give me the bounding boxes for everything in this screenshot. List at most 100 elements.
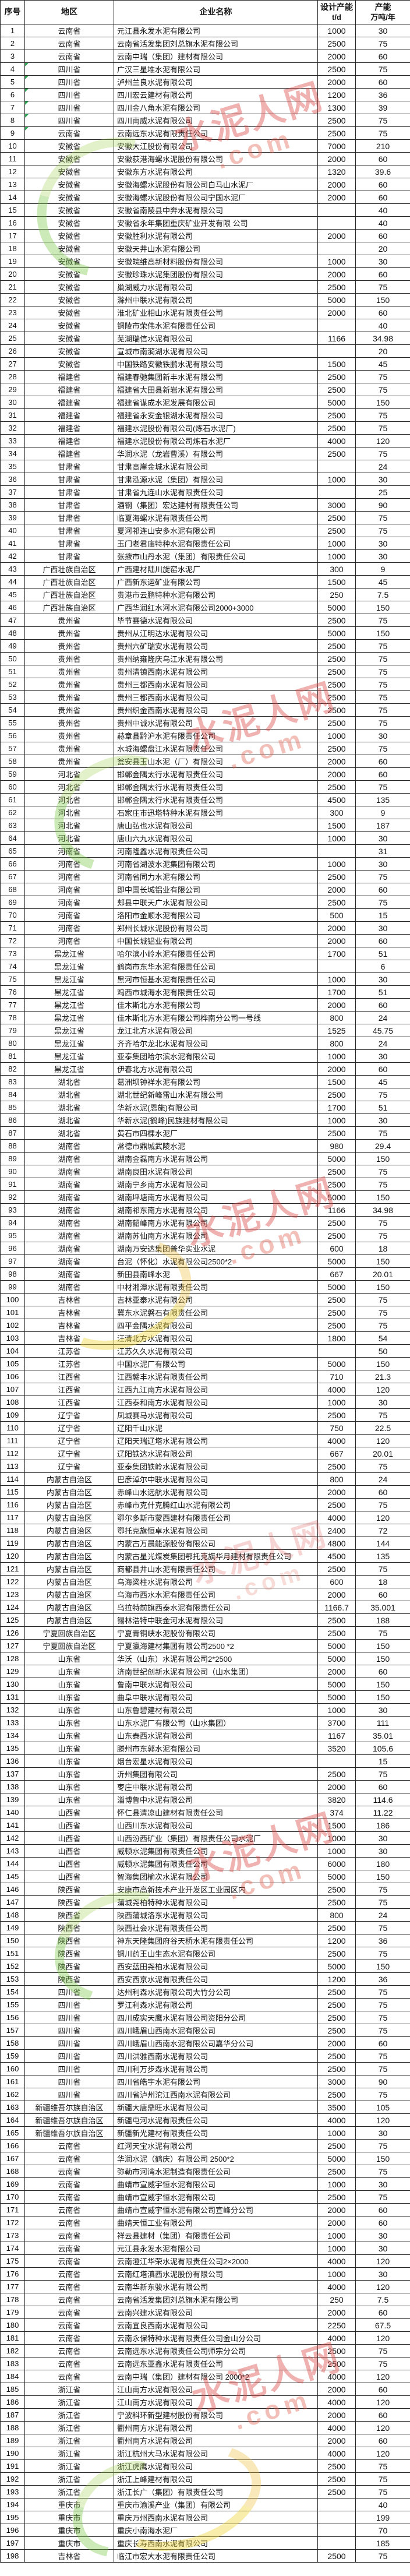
cell-company: 元江县永发水泥有限公司 <box>114 2242 318 2255</box>
cell-capacity-td: 5000 <box>318 1255 356 1268</box>
cell-region: 河北省 <box>25 781 114 794</box>
cell-index: 145 <box>1 1870 25 1883</box>
cell-capacity-yr: 15 <box>356 909 410 922</box>
cell-index: 146 <box>1 1883 25 1896</box>
cell-capacity-yr: 45.75 <box>356 1024 410 1037</box>
cell-region: 黑龙江省 <box>25 960 114 973</box>
cell-capacity-td: 4800 <box>318 1537 356 1550</box>
cell-capacity-td: 4500 <box>318 794 356 806</box>
cell-company: 伊春北方水泥有限公司 <box>114 1063 318 1076</box>
cell-index: 126 <box>1 1627 25 1640</box>
cell-region: 云南省 <box>25 2191 114 2204</box>
cell-region: 福建省 <box>25 435 114 447</box>
cell-capacity-yr: 135 <box>356 1550 410 1563</box>
cell-company: 毕节赛德水泥有限公司 <box>114 614 318 627</box>
cell-capacity-td: 4000 <box>318 2447 356 2460</box>
cell-index: 191 <box>1 2460 25 2473</box>
cell-region: 山东省 <box>25 1691 114 1704</box>
cell-capacity-td: 2000 <box>318 1781 356 1793</box>
cell-capacity-td: 1000 <box>318 2268 356 2281</box>
cell-capacity-yr: 75 <box>356 2011 410 2024</box>
cell-index: 91 <box>1 1178 25 1191</box>
cell-index: 132 <box>1 1704 25 1717</box>
cell-index: 59 <box>1 768 25 781</box>
cell-company: 安徽珍珠水泥集团股份有限公司 <box>114 268 318 281</box>
cell-region: 浙江省 <box>25 2473 114 2486</box>
cell-region: 重庆市 <box>25 2524 114 2537</box>
cell-index: 148 <box>1 1909 25 1922</box>
cell-capacity-yr: 9 <box>356 806 410 819</box>
cell-capacity-yr: 30 <box>356 537 410 550</box>
cell-region: 湖南省 <box>25 1242 114 1255</box>
cell-capacity-td: 2000 <box>318 768 356 781</box>
cell-capacity-td: 2500 <box>318 871 356 883</box>
cell-region: 辽宁省 <box>25 1422 114 1435</box>
cell-index: 77 <box>1 999 25 1012</box>
cell-company: 湖南宁乡南方水泥有限公司 <box>114 1178 318 1191</box>
cell-capacity-yr: 75 <box>356 1409 410 1422</box>
cell-capacity-yr: 150 <box>356 1255 410 1268</box>
cell-capacity-yr: 15 <box>356 1755 410 1768</box>
cell-index: 92 <box>1 1191 25 1204</box>
cell-capacity-td: 2500 <box>318 1999 356 2011</box>
cell-capacity-td: 2500 <box>318 1614 356 1627</box>
cell-capacity-td: 2000 <box>318 2434 356 2447</box>
cell-company: 汪清北方水泥有限公司 <box>114 1332 318 1345</box>
cell-index: 27 <box>1 358 25 371</box>
cell-index: 103 <box>1 1332 25 1345</box>
cell-index: 8 <box>1 114 25 127</box>
cell-capacity-yr: 30 <box>356 550 410 563</box>
cell-capacity-td: 2500 <box>318 1306 356 1319</box>
cell-index: 34 <box>1 447 25 460</box>
cell-region: 河北省 <box>25 832 114 845</box>
cell-index: 29 <box>1 383 25 396</box>
cell-capacity-yr: 51 <box>356 986 410 999</box>
cell-company: 乌海梁柱水泥有限公司 <box>114 1576 318 1588</box>
cell-index: 104 <box>1 1345 25 1358</box>
cell-index: 143 <box>1 1845 25 1858</box>
cell-region: 黑龙江省 <box>25 1024 114 1037</box>
cell-company: 凤城赛马水泥有限公司 <box>114 1409 318 1422</box>
cell-region: 内蒙古自治区 <box>25 1576 114 1588</box>
cell-capacity-td: 2500 <box>318 1627 356 1640</box>
cell-index: 12 <box>1 165 25 178</box>
cell-capacity-td: 2500 <box>318 447 356 460</box>
cell-company: 佳木斯北方水泥有限公司 <box>114 999 318 1012</box>
cell-capacity-td <box>318 242 356 255</box>
cell-region: 云南省 <box>25 2152 114 2165</box>
cell-company: 福建省永安金银湖水泥有限公司 <box>114 409 318 422</box>
cell-region: 云南省 <box>25 2345 114 2357</box>
cell-capacity-td: 2500 <box>318 1165 356 1178</box>
cell-capacity-td: 2000 <box>318 306 356 319</box>
cell-company: 四川峨眉山西南水泥有限公司 <box>114 2024 318 2037</box>
cell-region: 江西省 <box>25 1383 114 1396</box>
cell-region: 四川省 <box>25 1999 114 2011</box>
cell-company: 瓮安县玉山水泥（厂）有限公司 <box>114 755 318 768</box>
cell-index: 133 <box>1 1717 25 1729</box>
cell-capacity-td: 2500 <box>318 2011 356 2024</box>
cell-capacity-yr: 75 <box>356 691 410 704</box>
cell-capacity-yr: 70 <box>356 2524 410 2537</box>
cell-region: 安徽省 <box>25 230 114 242</box>
cell-index: 72 <box>1 935 25 947</box>
cell-company: 宁夏青铜峡水泥股份有限公司 <box>114 1627 318 1640</box>
cell-index: 129 <box>1 1665 25 1678</box>
cell-capacity-yr: 150 <box>356 294 410 306</box>
cell-company: 四川峨眉山西南水泥有限公司嘉华分公司 <box>114 2037 318 2050</box>
cell-region: 四川省 <box>25 2024 114 2037</box>
cell-region: 甘肃省 <box>25 473 114 486</box>
